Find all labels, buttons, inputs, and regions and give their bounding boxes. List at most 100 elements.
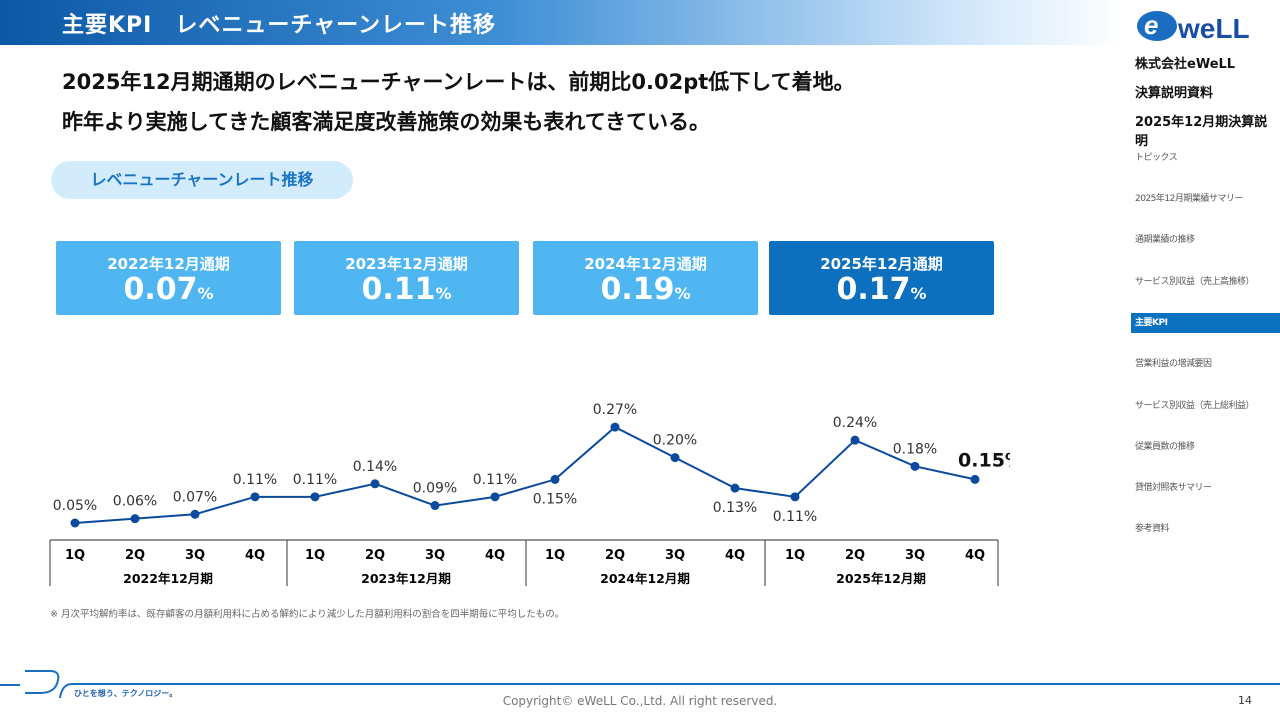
x-group-label: 2024年12月期 xyxy=(600,571,690,586)
series-line xyxy=(74,425,976,524)
kpi-card: 2022年12月通期 0.07% xyxy=(56,241,281,315)
data-point xyxy=(670,453,680,463)
data-point xyxy=(130,514,140,524)
kpi-card-title: 2022年12月通期 xyxy=(107,255,230,273)
x-tick-label: 2Q xyxy=(845,548,865,563)
data-point xyxy=(910,461,920,471)
lead-line-2: 昨年より実施してきた顧客満足度改善施策の効果も表れてきている。 xyxy=(62,110,711,134)
copyright: Copyright© eWeLL Co.,Ltd. All right rese… xyxy=(502,694,778,708)
kpi-card-value: 0.11% xyxy=(294,274,519,310)
kpi-card-title: 2025年12月通期 xyxy=(820,255,943,273)
data-point xyxy=(970,474,980,484)
data-label: 0.09% xyxy=(413,481,457,497)
data-point xyxy=(790,492,800,502)
x-group-label: 2025年12月期 xyxy=(836,571,926,586)
x-tick-label: 2Q xyxy=(365,548,385,563)
sidebar-nav-item[interactable]: 主要KPI xyxy=(1131,313,1280,333)
sidebar-nav-item[interactable]: 貸借対照表サマリー xyxy=(1135,483,1212,493)
data-label: 0.13% xyxy=(713,500,757,516)
data-point xyxy=(490,492,500,502)
x-tick-label: 3Q xyxy=(665,548,685,563)
x-tick-label: 1Q xyxy=(65,548,85,563)
data-point xyxy=(730,483,740,493)
sidebar-nav-item[interactable]: 参考資料 xyxy=(1135,524,1170,534)
data-point xyxy=(70,518,80,528)
x-tick-label: 2Q xyxy=(605,548,625,563)
page-title: 主要KPI レベニューチャーンレート推移 xyxy=(62,13,497,38)
x-tick-label: 4Q xyxy=(245,548,265,563)
x-tick-label: 1Q xyxy=(785,548,805,563)
kpi-card: 2023年12月通期 0.11% xyxy=(294,241,519,315)
kpi-unit: % xyxy=(435,284,452,303)
data-label: 0.11% xyxy=(293,472,337,488)
period-name: 2025年12月期決算説明 xyxy=(1135,115,1268,149)
kpi-unit: % xyxy=(674,284,691,303)
kpi-card: 2025年12月通期 0.17% xyxy=(769,241,994,315)
data-label: 0.06% xyxy=(113,494,157,510)
data-point xyxy=(370,479,380,489)
data-point xyxy=(550,474,560,484)
kpi-value: 0.17 xyxy=(836,272,911,307)
lead-line-1: 2025年12月期通期のレベニューチャーンレートは、前期比0.02pt低下して着… xyxy=(62,70,855,94)
data-point xyxy=(190,509,200,519)
x-tick-label: 1Q xyxy=(305,548,325,563)
doc-name: 決算説明資料 xyxy=(1135,86,1214,101)
kpi-card-value: 0.07% xyxy=(56,274,281,310)
company-name: 株式会社eWeLL xyxy=(1135,57,1236,72)
x-tick-label: 4Q xyxy=(965,548,985,563)
sidebar-nav-item[interactable]: トピックス xyxy=(1135,153,1178,163)
data-label: 0.11% xyxy=(473,472,517,488)
data-label: 0.11% xyxy=(233,472,277,488)
sidebar-nav-item[interactable]: 従業員数の推移 xyxy=(1135,442,1195,452)
data-point xyxy=(250,492,260,502)
data-label: 0.07% xyxy=(173,489,217,505)
x-tick-label: 4Q xyxy=(725,548,745,563)
sidebar-nav-item[interactable]: 2025年12月期業績サマリー xyxy=(1135,194,1243,204)
kpi-value: 0.11 xyxy=(361,272,436,307)
kpi-card-title: 2024年12月通期 xyxy=(584,255,707,273)
svg-text:weLL: weLL xyxy=(1177,13,1250,44)
x-tick-label: 4Q xyxy=(485,548,505,563)
kpi-value: 0.19 xyxy=(600,272,675,307)
sidebar-nav-item[interactable]: サービス別収益（売上総利益） xyxy=(1135,401,1255,411)
data-point xyxy=(430,501,440,511)
kpi-unit: % xyxy=(197,284,214,303)
data-point xyxy=(610,422,620,432)
footer-line xyxy=(0,670,1280,699)
kpi-card-value: 0.19% xyxy=(533,274,758,310)
footnote: ※ 月次平均解約率は、既存顧客の月額利用料に占める解約により減少した月額利用料の… xyxy=(50,609,565,620)
x-group-label: 2023年12月期 xyxy=(361,571,451,586)
data-label: 0.27% xyxy=(593,402,637,418)
logo: e weLL xyxy=(1137,10,1250,44)
kpi-card: 2024年12月通期 0.19% xyxy=(533,241,758,315)
sidebar-nav-item[interactable]: 通期業績の推移 xyxy=(1135,235,1195,245)
kpi-card-value: 0.17% xyxy=(769,274,994,310)
data-point xyxy=(850,435,860,445)
x-tick-label: 1Q xyxy=(545,548,565,563)
x-tick-label: 2Q xyxy=(125,548,145,563)
kpi-value: 0.07 xyxy=(123,272,198,307)
churn-line-chart: 0.05% 0.06% 0.07% 0.11% 0.11% 0.14% 0.09% 0.11%… xyxy=(49,402,1010,586)
x-tick-label: 3Q xyxy=(905,548,925,563)
kpi-unit: % xyxy=(910,284,927,303)
data-label: 0.24% xyxy=(833,415,877,431)
tagline: ひとを想う、テクノロジー。 xyxy=(74,689,178,698)
data-point xyxy=(310,492,320,502)
sidebar-nav-item[interactable]: 営業利益の増減要因 xyxy=(1135,359,1212,369)
data-label: 0.15% xyxy=(533,491,577,507)
sidebar-nav-item[interactable]: サービス別収益（売上高推移） xyxy=(1135,277,1255,287)
x-tick-label: 3Q xyxy=(425,548,445,563)
section-pill: レベニューチャーンレート推移 xyxy=(51,161,353,199)
svg-text:e: e xyxy=(1144,10,1158,40)
data-label: 0.11% xyxy=(773,509,817,525)
data-label: 0.14% xyxy=(353,459,397,475)
data-label: 0.05% xyxy=(53,498,97,514)
data-label: 0.20% xyxy=(653,433,697,449)
x-tick-label: 3Q xyxy=(185,548,205,563)
kpi-card-title: 2023年12月通期 xyxy=(345,255,468,273)
header-bar: 主要KPI レベニューチャーンレート推移 xyxy=(0,0,1125,45)
data-label: 0.15% xyxy=(958,449,1010,471)
page-number: 14 xyxy=(1238,694,1252,707)
x-group-label: 2022年12月期 xyxy=(123,571,213,586)
data-label: 0.18% xyxy=(893,441,937,457)
